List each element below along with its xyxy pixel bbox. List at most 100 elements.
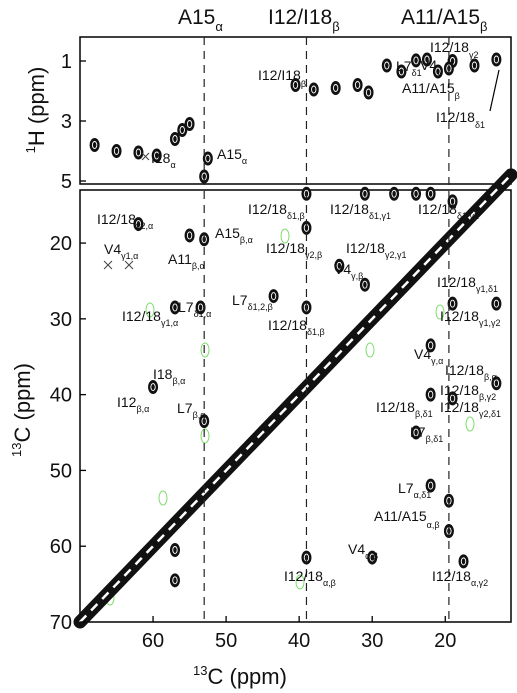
peak-label: A11/A15α,β: [374, 508, 440, 530]
peak: [411, 53, 422, 68]
y-tick-label: 60: [50, 536, 72, 558]
peak-label: L7δ1: [396, 58, 422, 78]
peak: [389, 186, 400, 201]
bottom-y-axis-title: 13C (ppm): [9, 363, 35, 457]
peak: [133, 217, 144, 232]
peak: [133, 145, 144, 160]
y-tick-label: 1: [61, 51, 72, 73]
peak: [425, 478, 436, 493]
peak: [195, 300, 206, 315]
peak: [184, 117, 195, 131]
y-tick-label: 40: [50, 385, 72, 407]
noise-contour: [158, 490, 168, 506]
peak: [396, 64, 407, 79]
x-axis-ticks: 60 50 40 30 20: [142, 616, 456, 652]
peak: [367, 550, 378, 565]
peak-label: I12/18γ2,δ1: [440, 399, 501, 419]
peak-label: I12/18δ1,β: [268, 317, 325, 337]
noise-contour: [465, 416, 475, 432]
peak-label: A15β,α: [215, 225, 253, 245]
diagonal-ridge: [73, 168, 517, 629]
top-y-axis-ticks: 1 3 5: [61, 51, 86, 193]
peak: [334, 258, 345, 273]
peak: [184, 228, 195, 243]
x-axis-title: 13C (ppm): [193, 663, 287, 689]
peak: [290, 78, 301, 92]
diagonal-highlight: [79, 173, 512, 623]
peak-label: L7δ1,2,β: [232, 292, 273, 312]
peak: [425, 387, 436, 402]
peak: [421, 52, 432, 67]
peak: [111, 144, 122, 158]
noise-contour: [145, 302, 155, 318]
peak-label: I18α: [151, 150, 176, 170]
x-tick-label: 20: [434, 630, 456, 652]
peak-label: V4γ,α: [414, 346, 443, 366]
peak: [169, 543, 180, 557]
bottom-y-axis-ticks: 20 30 40 50 60 70: [50, 233, 86, 634]
top-y-axis-title: 1H (ppm): [23, 67, 49, 154]
peak-label: V4γ: [420, 57, 442, 78]
peak: [352, 78, 363, 92]
peak-label: L7β,α: [177, 400, 205, 420]
peak-label: I12/18α,β: [284, 568, 336, 588]
peak: [425, 186, 436, 201]
peak-label: I12/18γ1,δ1: [437, 274, 498, 294]
peak-label: I12/18β,δ1: [376, 399, 433, 419]
peak: [177, 123, 188, 137]
y-tick-label: 50: [50, 460, 72, 482]
peak-label: I18β,α: [153, 366, 185, 386]
peak: [469, 58, 480, 73]
dashed-guide-lines: [203, 37, 450, 622]
x-tick-label: 40: [288, 630, 310, 652]
peak: [169, 132, 180, 146]
peak: [447, 296, 458, 311]
y-tick-label: 3: [61, 111, 72, 133]
peak-label: I12β,α: [117, 394, 149, 414]
peak-label: A11β,α: [168, 251, 205, 271]
peak-label: I12/18γ2,γ1: [346, 240, 406, 260]
peak-label: A15α: [217, 146, 247, 166]
noise-contour: [200, 428, 210, 444]
peak: [491, 376, 502, 391]
peak-label: L7δ1,α: [178, 299, 211, 319]
peak: [202, 151, 213, 166]
peak: [89, 138, 100, 152]
peak-label: V4α,β: [348, 541, 378, 561]
peak: [491, 52, 502, 67]
peak-label: L7α,δ1: [398, 480, 431, 500]
noise-contour: [365, 342, 375, 358]
peak: [359, 277, 370, 292]
peak-label: L7β,δ1: [410, 424, 443, 444]
label-pointer: [489, 69, 500, 112]
peak: [447, 194, 458, 209]
peak-label: I12/18γ1,α: [122, 308, 178, 328]
peak-label: I12/18β,α: [445, 362, 497, 382]
y-tick-label: 5: [61, 171, 72, 193]
peak: [169, 300, 180, 315]
noise-contour: [295, 574, 305, 590]
peak-label: I12/18γ2,β: [266, 240, 322, 260]
peak: [411, 186, 422, 201]
col-label-a15: A15α: [178, 6, 223, 34]
peak: [330, 81, 341, 95]
peak: [169, 573, 180, 588]
peak-label: I12/18α,γ2: [432, 568, 488, 588]
peak: [411, 425, 422, 440]
peak: [491, 296, 502, 311]
peak-label: I12/18δ1,γ2: [418, 201, 479, 221]
y-tick-label: 70: [50, 612, 72, 634]
peak-label: I12/18γ1,γ2: [440, 308, 500, 328]
peak: [381, 58, 392, 73]
cross-markers: [103, 152, 150, 270]
peak: [151, 148, 162, 163]
peak-label: I12/18δ1: [436, 109, 485, 130]
top-panel-frame: [79, 36, 512, 185]
y-tick-label: 20: [50, 233, 72, 255]
peak-label: I12/18δ1,β: [248, 201, 305, 221]
peak: [363, 85, 374, 100]
peak: [458, 554, 469, 569]
x-tick-label: 60: [142, 630, 164, 652]
peak-label: I12/18β,γ2: [440, 382, 496, 402]
col-label-i12i18: I12/I18β: [268, 6, 340, 34]
